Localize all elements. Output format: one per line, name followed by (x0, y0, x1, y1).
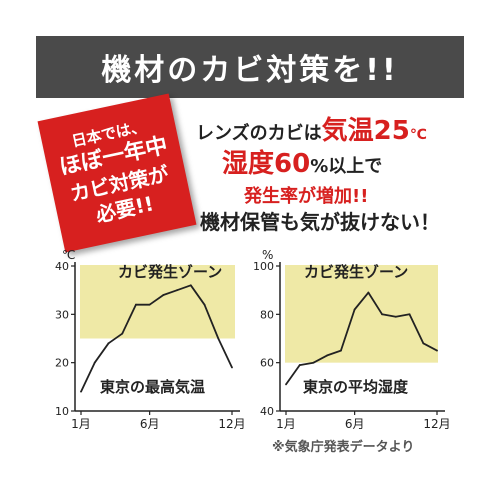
series-line (285, 291, 438, 385)
x-tick-label: 12月 (218, 417, 245, 431)
y-tick-label: 100 (253, 260, 274, 273)
page-title: 機材のカビ対策を!! (101, 53, 399, 88)
data-point (189, 284, 192, 287)
y-tick-label: 80 (260, 308, 274, 321)
x-tick-label: 1月 (71, 417, 91, 431)
data-point (176, 289, 178, 292)
mold-zone-area (80, 265, 235, 339)
message-line-1: レンズのカビは気温25℃ (196, 110, 427, 147)
data-point (231, 366, 233, 369)
x-tick-label: 12月 (423, 417, 450, 431)
y-axis-unit: % (262, 248, 273, 262)
data-point (93, 361, 96, 364)
message-line-2-highlight: 湿度60 (222, 149, 311, 179)
data-point (394, 315, 397, 318)
message-line-3: 発生率が増加!! (244, 186, 369, 207)
data-point (367, 291, 370, 294)
temperature-chart: カビ発生ゾーン ℃ 10 20 30 40 1月 6月 12月 東京の最高気温 (55, 248, 246, 431)
y-axis-unit: ℃ (62, 248, 75, 262)
data-point (340, 349, 342, 352)
mold-zone-label: カビ発生ゾーン (304, 263, 408, 281)
data-point (298, 364, 301, 366)
data-point (148, 303, 151, 306)
data-point (203, 303, 206, 306)
data-point (107, 342, 110, 345)
message-line-4: 機材保管も気が抜けない！ (200, 210, 440, 234)
data-point (353, 308, 356, 311)
data-point (135, 303, 137, 306)
chart-caption: 東京の平均湿度 (303, 378, 409, 396)
chart-caption: 東京の最高気温 (100, 378, 205, 396)
data-point (408, 313, 411, 316)
source-note: ※気象庁発表データより (272, 440, 415, 455)
data-point (285, 383, 287, 386)
y-tick-label: 30 (55, 308, 69, 321)
data-point (422, 342, 425, 345)
y-tick-label: 20 (55, 357, 69, 370)
message-line-2: 湿度60%以上で (222, 143, 382, 180)
data-point (121, 332, 124, 335)
data-point (80, 390, 82, 393)
data-point (381, 313, 383, 316)
y-tick-label: 60 (260, 357, 274, 370)
mold-zone-label: カビ発生ゾーン (118, 263, 222, 281)
data-point (312, 361, 315, 364)
message-line-2-rest: %以上で (310, 156, 383, 177)
x-tick-label: 6月 (345, 417, 365, 431)
data-point (162, 294, 165, 296)
message-line-1-unit: ℃ (409, 127, 427, 143)
page-title-banner: 機材のカビ対策を!! (36, 36, 464, 98)
message-line-1-highlight: 気温25 (321, 116, 410, 146)
y-tick-label: 40 (260, 405, 274, 418)
series-line (80, 284, 233, 393)
data-point (326, 354, 329, 357)
data-point (436, 349, 438, 352)
data-point (217, 337, 220, 340)
x-tick-label: 1月 (276, 417, 296, 431)
y-tick-label: 10 (55, 405, 69, 418)
mold-zone-area (285, 265, 438, 363)
y-tick-label: 40 (55, 260, 69, 273)
humidity-chart: カビ発生ゾーン% 40 60 80 100 1月 6月 12月 東京の平均湿度 (253, 248, 451, 431)
x-tick-label: 6月 (140, 417, 160, 431)
message-line-1-prefix: レンズのカビは (196, 123, 322, 144)
